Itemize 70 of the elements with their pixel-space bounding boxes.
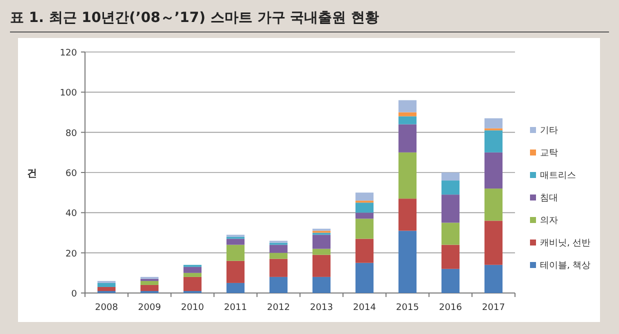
bar [183,272,202,277]
bar [183,266,202,273]
bar [484,118,503,128]
bar [441,222,460,245]
bar [398,152,417,199]
legend-label: 침대 [540,194,558,204]
bar [355,218,374,239]
legend-label: 매트리스 [540,171,576,181]
y-axis-title: 건 [27,168,37,180]
bar [484,220,503,265]
legend-label: 의자 [540,216,558,226]
bar [398,116,417,124]
x-tick-label: 2012 [267,303,290,313]
bar [484,130,503,152]
bar [484,188,503,221]
bar [226,244,245,261]
y-tick-label: 100 [60,88,78,99]
x-tick-label: 2008 [95,303,118,313]
bar [269,252,288,259]
bar [484,264,503,293]
bar [312,254,331,277]
bar [441,194,460,223]
bar [398,112,417,116]
bar [441,244,460,269]
bar [355,212,374,219]
legend-label: 기타 [540,126,558,136]
bar [97,286,116,291]
bar [226,260,245,283]
bar [441,180,460,195]
y-tick-label: 40 [66,209,78,220]
chart-title: 표 1. 최근 10년간(’08～’17) 스마트 가구 국내출원 현황 [10,10,380,26]
bar [441,172,460,181]
bar [269,258,288,277]
legend-label: 테이블, 책상 [540,261,591,271]
bar [312,248,331,255]
bar [355,238,374,263]
bar [398,230,417,293]
y-tick-label: 60 [66,169,78,179]
bar [398,124,417,152]
bar [97,282,116,287]
bar [355,192,374,201]
bar [441,268,460,293]
y-tick-label: 80 [66,128,78,139]
bar [269,244,288,253]
x-tick-label: 2017 [482,303,505,313]
bar [355,262,374,293]
bar [398,100,417,112]
bar [355,202,374,213]
x-tick-label: 2016 [439,303,462,313]
y-tick-label: 20 [66,249,78,260]
bar [269,276,288,293]
bar [312,234,331,249]
bar [140,284,159,291]
bar [484,152,503,189]
x-tick-label: 2010 [181,303,204,313]
bar [226,282,245,293]
bar [226,238,245,245]
legend-label: 캐비닛, 선반 [540,238,591,248]
x-tick-label: 2009 [138,303,162,313]
x-tick-label: 2011 [224,303,247,313]
bar [140,280,159,285]
y-tick-label: 0 [71,290,78,300]
x-tick-label: 2013 [310,303,333,313]
y-tick-label: 120 [60,48,78,58]
x-tick-label: 2014 [353,303,376,313]
x-tick-label: 2015 [396,303,419,313]
bar [312,276,331,293]
bar [398,198,417,231]
legend-label: 교탁 [540,148,558,158]
bar [183,276,202,291]
